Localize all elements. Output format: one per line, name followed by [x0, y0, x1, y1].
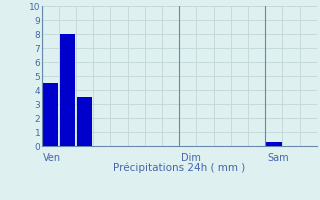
X-axis label: Précipitations 24h ( mm ): Précipitations 24h ( mm ): [113, 163, 245, 173]
Text: Sam: Sam: [267, 153, 289, 163]
Text: Ven: Ven: [43, 153, 61, 163]
Bar: [266, 142, 282, 146]
Bar: [77, 97, 92, 146]
Bar: [60, 34, 75, 146]
Bar: [43, 83, 58, 146]
Text: Dim: Dim: [181, 153, 201, 163]
